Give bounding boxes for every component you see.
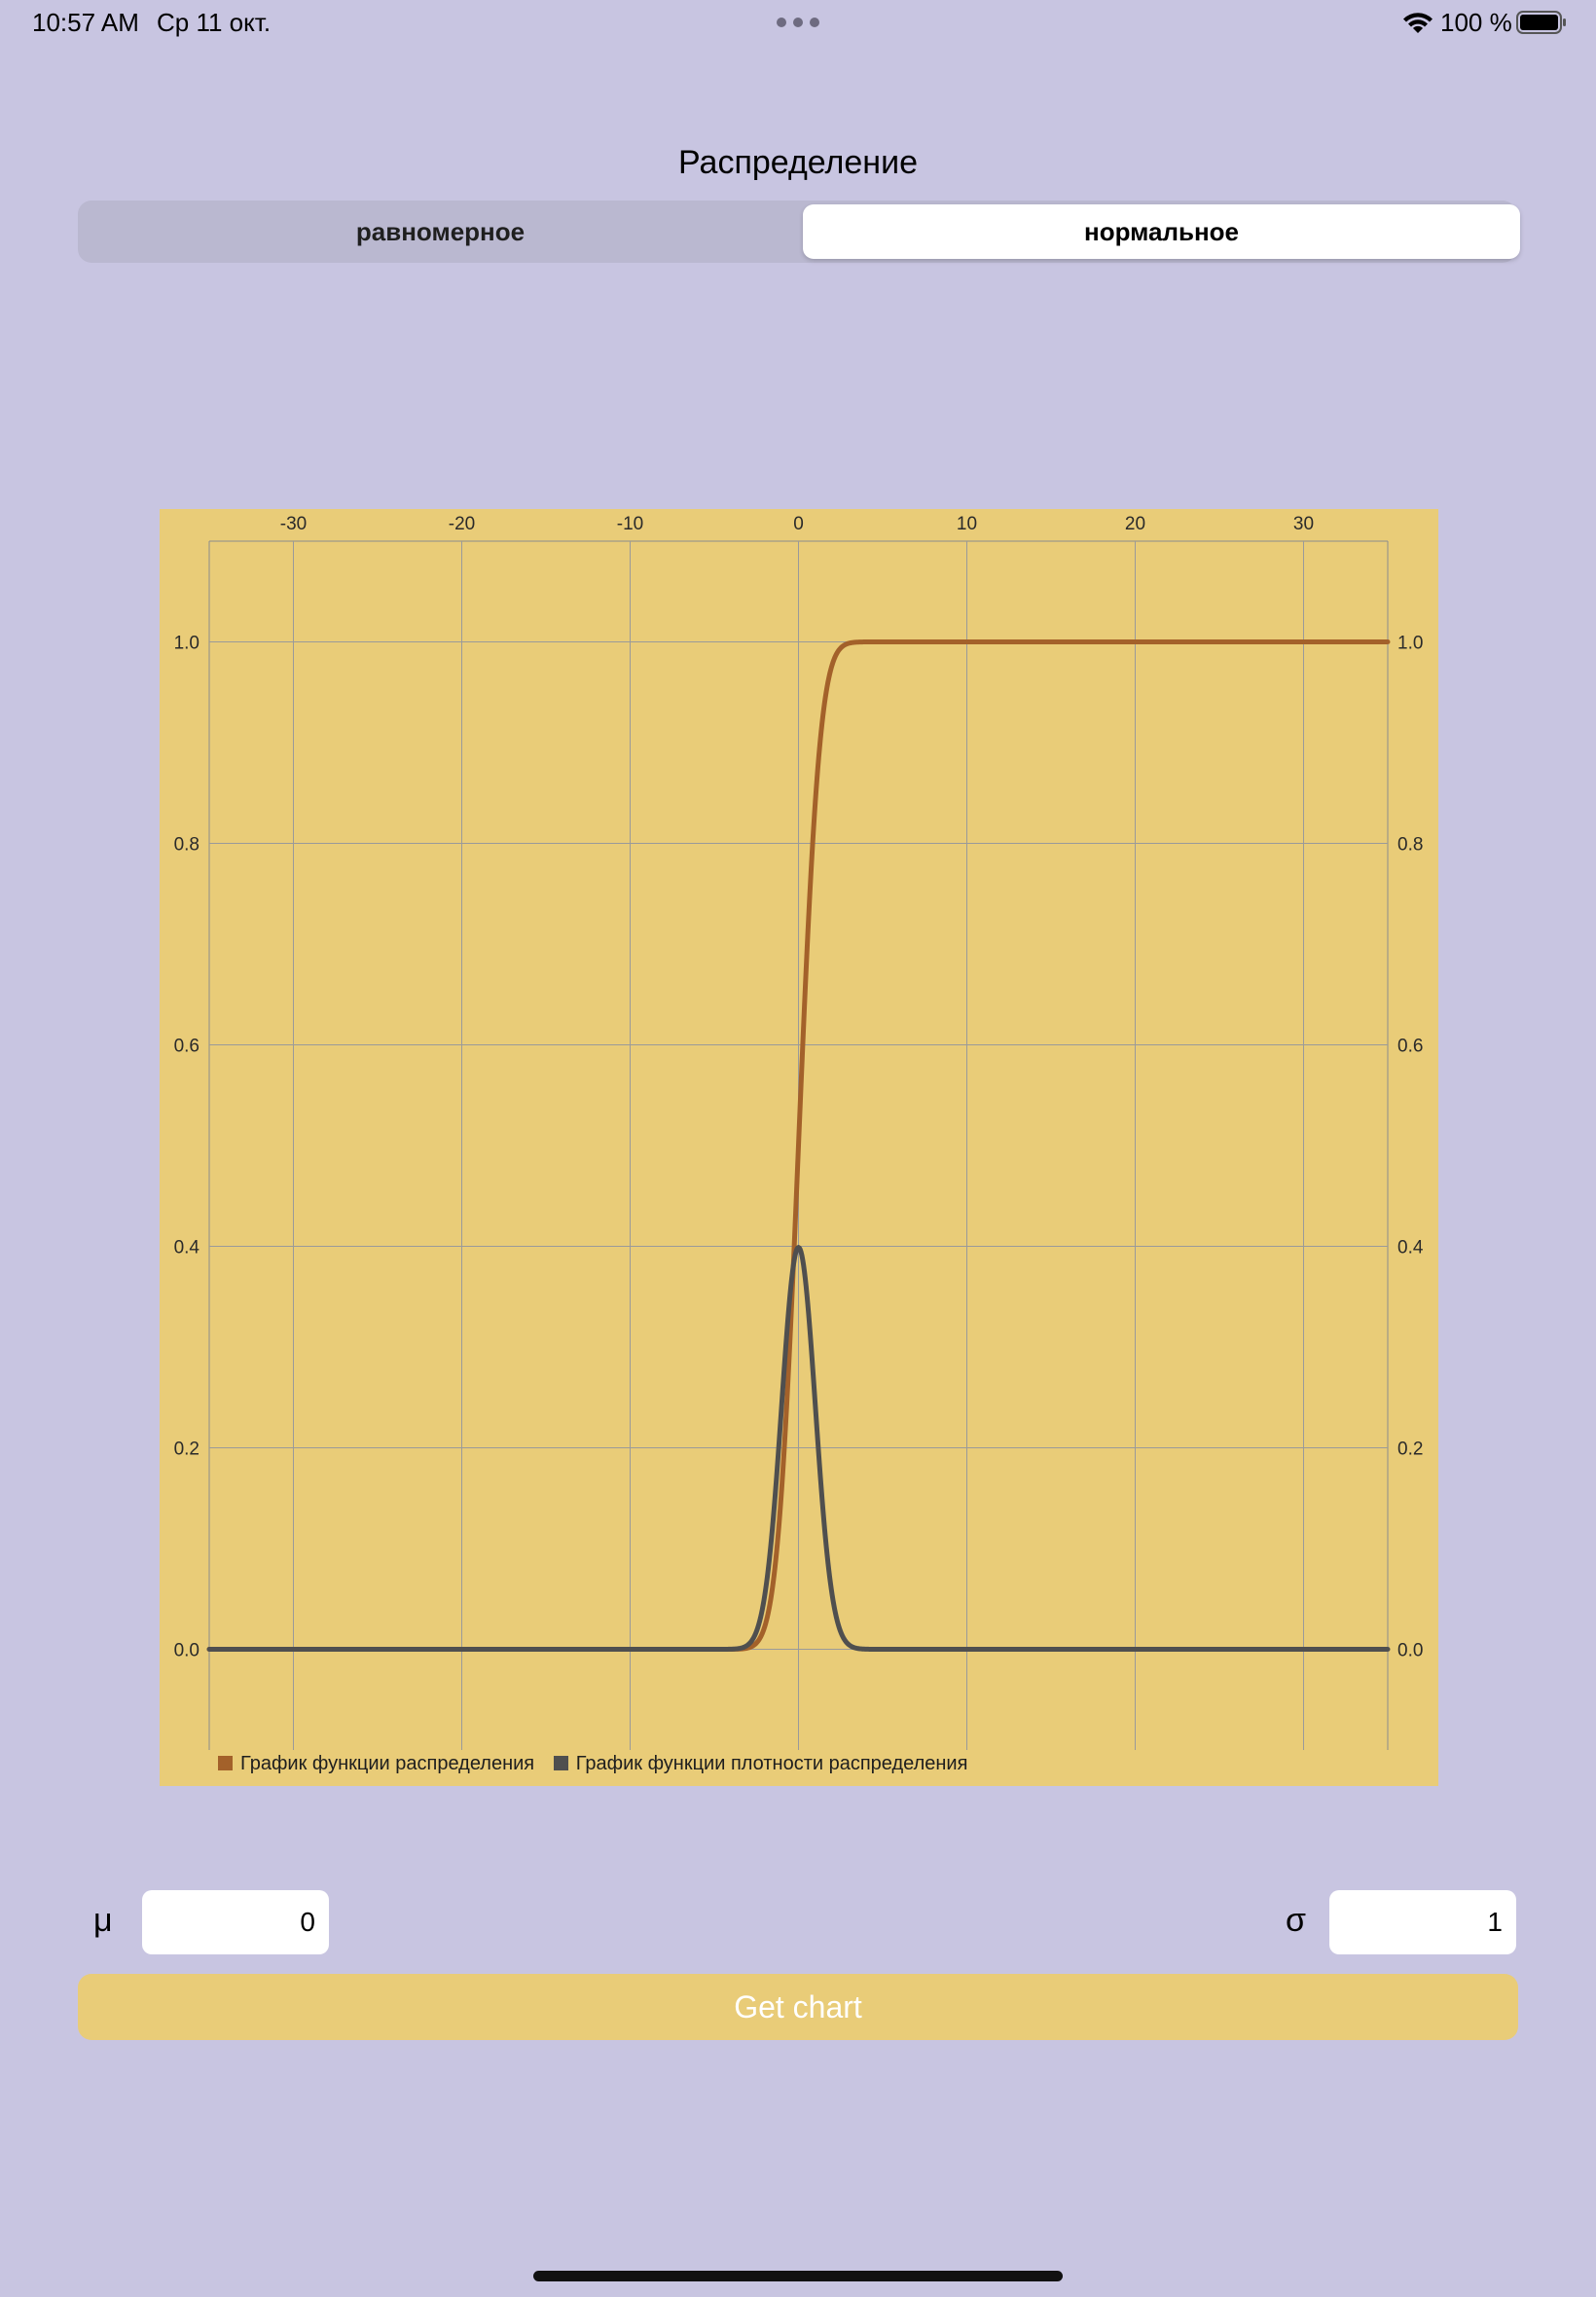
y-tick-label-left: 0.2 xyxy=(174,1440,200,1460)
legend-swatch-cdf xyxy=(218,1756,233,1770)
home-indicator[interactable] xyxy=(533,2271,1063,2281)
y-tick-label-right: 0.2 xyxy=(1397,1440,1423,1460)
distribution-segmented-control: равномерное нормальное xyxy=(78,201,1520,263)
y-tick-label-right: 0.8 xyxy=(1397,835,1423,856)
chart-panel: -30 -20 -10 0 10 20 30 0.0 0.0 0.2 0.2 0.4 0.4 0.6 0.6… xyxy=(160,509,1438,1786)
x-tick-label: -10 xyxy=(617,514,643,534)
x-tick-label: 20 xyxy=(1125,514,1145,534)
legend-label-pdf: График функции плотности распределения xyxy=(575,1753,968,1774)
status-date: Ср 11 окт. xyxy=(157,8,272,37)
sigma-input[interactable] xyxy=(1329,1890,1516,1954)
wifi-icon xyxy=(1403,13,1433,33)
x-tick-label: 30 xyxy=(1293,514,1314,534)
battery-percent: 100 % xyxy=(1440,8,1512,37)
status-bar: 10:57 AM Ср 11 окт. 100 % xyxy=(0,0,1596,47)
distribution-title: Распределение xyxy=(678,144,918,181)
battery-icon xyxy=(1516,11,1566,34)
y-tick-label-left: 1.0 xyxy=(174,634,200,654)
get-chart-button[interactable]: Get chart xyxy=(78,1974,1518,2040)
y-tick-label-left: 0.6 xyxy=(174,1037,200,1057)
y-tick-label-left: 0.0 xyxy=(174,1641,200,1661)
x-tick-label: -20 xyxy=(449,514,475,534)
segment-uniform[interactable]: равномерное xyxy=(355,217,526,246)
legend-swatch-pdf xyxy=(553,1756,568,1770)
mu-input[interactable] xyxy=(142,1890,329,1954)
y-tick-label-right: 1.0 xyxy=(1397,634,1423,654)
legend-label-cdf: График функции распределения xyxy=(240,1753,535,1774)
x-tick-label: -30 xyxy=(280,514,307,534)
legend-item-pdf: График функции плотности распределения xyxy=(553,1753,968,1775)
status-time: 10:57 AM xyxy=(32,8,139,37)
segment-normal[interactable]: нормальное xyxy=(803,204,1520,259)
y-tick-label-left: 0.8 xyxy=(174,835,200,856)
distribution-chart: -30 -20 -10 0 10 20 30 0.0 0.0 0.2 0.2 0.4 0.4 0.6 0.6… xyxy=(174,514,1424,1750)
multitask-dots-icon[interactable] xyxy=(777,18,819,27)
x-tick-label: 10 xyxy=(957,514,977,534)
y-tick-label-right: 0.6 xyxy=(1397,1037,1423,1057)
series-line-pdf xyxy=(206,1245,1391,1652)
mu-label: μ xyxy=(93,1902,113,1939)
y-tick-label-left: 0.4 xyxy=(174,1238,200,1258)
sigma-label: σ xyxy=(1286,1902,1306,1939)
y-tick-label-right: 0.4 xyxy=(1397,1238,1424,1258)
chart-legend: График функции распределения График функ… xyxy=(218,1753,981,1776)
legend-item-cdf: График функции распределения xyxy=(218,1753,534,1775)
y-tick-label-right: 0.0 xyxy=(1397,1641,1423,1661)
x-tick-label: 0 xyxy=(793,514,804,534)
